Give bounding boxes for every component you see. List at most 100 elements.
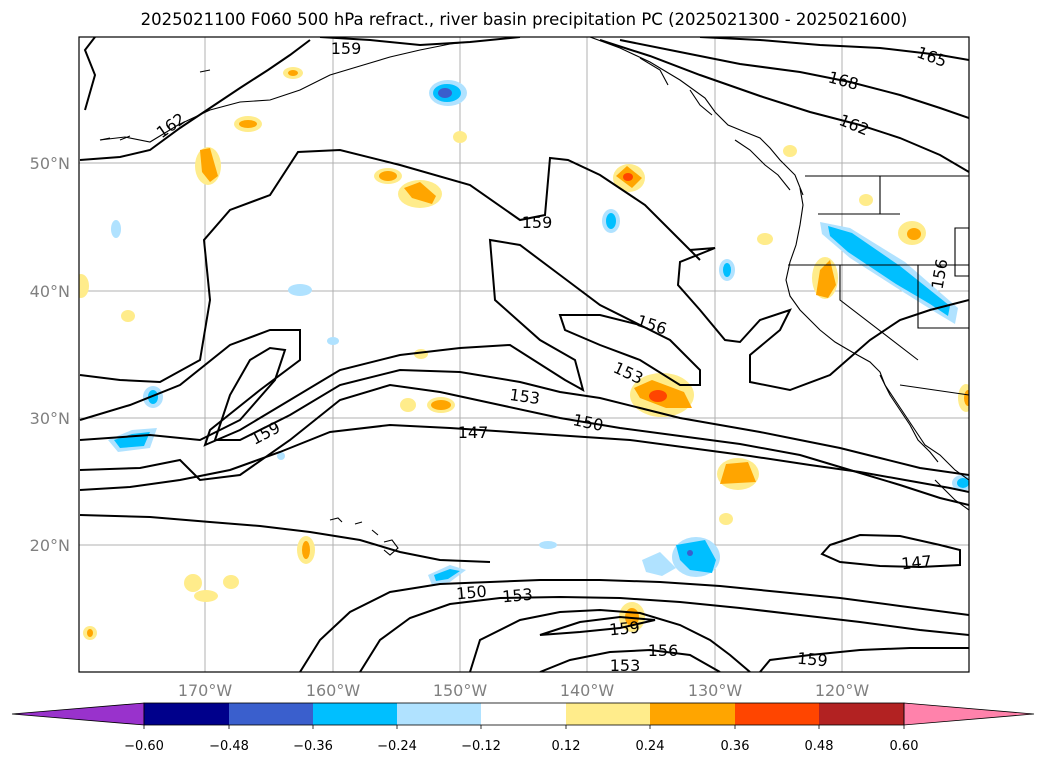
anomaly-orange-8 [717,458,759,490]
contour-156 [79,238,701,447]
anomaly-blue-south-2 [642,552,676,576]
bc-islands [639,57,791,191]
lat-label-50n: 50°N [30,154,70,173]
anomaly-blue-small-7 [277,452,285,460]
colorbar-tick-label: 0.60 [890,739,919,754]
lat-label-30n: 30°N [30,409,70,428]
us-west-coast [785,187,969,481]
map-frame [78,36,970,673]
colorbar-segment [650,703,735,725]
contour-147-south [79,514,491,563]
hawaii-islands [329,517,399,556]
lon-label-160w: 160°W [306,681,361,700]
colorbar-tick-label: −0.48 [209,739,249,754]
lon-label-150w: 150°W [433,681,488,700]
colorbar-segment [144,703,229,725]
anomaly-orange-6 [812,257,838,299]
anomaly-orange-10 [87,629,93,637]
anomaly-yellow-5 [859,194,873,206]
contour-153-south [359,595,969,672]
anomaly-orange-7 [427,397,455,413]
latitude-labels: 50°N 40°N 30°N 20°N [30,154,70,555]
colorbar-segment [397,703,481,725]
colorbar-tick-labels: −0.60 −0.48 −0.36 −0.24 −0.12 0.12 0.24 … [124,739,918,754]
contour-label: 153 [610,656,641,675]
contour-162-north [79,39,311,161]
mexico-coast [934,479,969,511]
contour-159-south [539,615,656,636]
anomaly-blue-small-8 [539,541,557,549]
contour-label: 156 [648,641,679,660]
anomaly-yellow-7 [757,233,773,245]
coastlines [99,37,969,556]
anomaly-orange-2 [288,70,298,76]
contour-165 [619,39,969,119]
anomaly-yellow-15 [223,575,239,589]
contour-159-se [759,647,969,672]
anomaly-blue-small-4 [111,220,121,238]
colorbar: −0.60 −0.48 −0.36 −0.24 −0.12 0.12 0.24 … [11,702,1035,754]
lat-label-40n: 40°N [30,282,70,301]
anomaly-yellow-8 [121,310,135,322]
anomaly-blue-south-1 [428,565,466,585]
anomaly-yellow-12 [719,513,733,525]
anomaly-yellow-4 [783,145,797,157]
contour-153 [79,346,969,476]
anomaly-blue-ne-pacific [429,80,467,106]
colorbar-tick-label: −0.36 [293,739,333,754]
colorbar-tick-label: 0.12 [552,739,581,754]
aleutian-islands [99,69,211,141]
lon-label-170w: 170°W [178,681,233,700]
alaska-panhandle [589,37,804,196]
contour-label: 159 [522,213,553,232]
lon-label-130w: 130°W [688,681,743,700]
colorbar-tick-label: 0.24 [636,739,665,754]
colorbar-tick-label: 0.36 [721,739,750,754]
contour-147-north [79,423,969,493]
anomaly-yellow-9 [79,274,89,298]
contour-150-south [299,579,969,672]
colorbar-extend-high [903,702,1035,726]
anomaly-orange-3 [239,120,257,128]
contour-label: 150 [455,582,487,604]
contour-168 [699,37,969,61]
anomaly-orange-1 [195,147,221,185]
contour-156-southern [539,648,721,672]
anomaly-blue-small-2 [602,209,620,233]
colorbar-tick-label: 0.48 [805,739,834,754]
anomaly-blue-far-east [952,475,969,491]
colorbar-extend-low [11,702,145,726]
contour-162-east [599,39,969,173]
contour-label: 159 [331,39,362,58]
anomaly-orange-12 [964,390,969,406]
anomaly-yellow-11 [400,398,416,412]
colorbar-segment [229,703,313,725]
contour-label: 159 [796,649,828,671]
contour-147-blob [820,533,961,569]
contour-156-south [469,608,751,672]
colorbar-frame [143,702,905,726]
colorbar-ticks [143,725,905,729]
colorbar-segment [481,703,566,725]
anomaly-yellow-3 [453,131,467,143]
contour-label: 147 [900,552,932,574]
contour-label: 153 [501,585,533,607]
contour-label: 159 [608,618,640,640]
lon-label-140w: 140°W [560,681,615,700]
height-contours [79,37,969,672]
anomaly-orange-5 [907,228,921,240]
contour-label: 153 [508,385,541,408]
lat-label-20n: 20°N [30,536,70,555]
anomaly-blue-small-5 [288,284,312,296]
longitude-labels: 170°W 160°W 150°W 140°W 130°W 120°W [178,681,870,700]
contour-label: 147 [458,423,489,442]
anomaly-yellow-13 [184,574,202,592]
state-borders [788,176,969,396]
colorbar-tick-label: −0.12 [461,739,501,754]
anomaly-red-1 [613,164,645,192]
colorbar-segment [566,703,650,725]
anomaly-blue-sierra-band [820,222,958,324]
contour-159-far-north [319,37,521,47]
colorbar-tick-label: −0.24 [377,739,417,754]
